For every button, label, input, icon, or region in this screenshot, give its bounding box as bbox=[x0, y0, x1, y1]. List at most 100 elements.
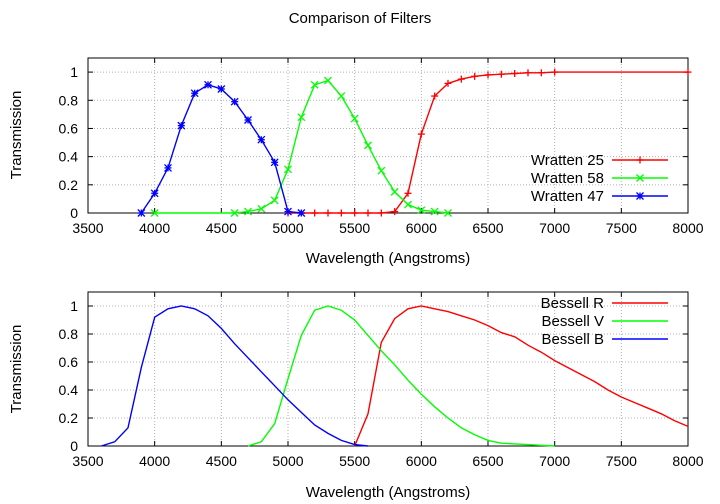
y-tick-label: 0.4 bbox=[59, 149, 79, 165]
data-point-wratten-47 bbox=[230, 97, 239, 106]
data-point-wratten-58 bbox=[390, 187, 399, 196]
data-point-wratten-25 bbox=[417, 130, 425, 138]
data-point-wratten-58 bbox=[324, 76, 332, 85]
x-tick-label: 4500 bbox=[206, 220, 237, 236]
plot-bottom: 3500 4000 4500 5000 5500 6000 6500 7000 7500 8000… bbox=[8, 291, 704, 501]
data-point-wratten-58 bbox=[350, 114, 359, 123]
x-tick-label: 7500 bbox=[606, 220, 637, 236]
data-point-wratten-58 bbox=[270, 196, 279, 205]
data-point-wratten-58 bbox=[364, 141, 372, 150]
y-tick-label: 1 bbox=[70, 298, 78, 314]
data-point-wratten-58 bbox=[297, 113, 306, 122]
x-tick-label: 4500 bbox=[206, 453, 237, 469]
data-point-wratten-25 bbox=[377, 209, 385, 217]
plot-top-ticks: 3500 4000 4500 5000 5500 6000 6500 7000 7500 8000… bbox=[59, 58, 704, 236]
legend-label-wratten-25: Wratten 25 bbox=[531, 152, 604, 169]
y-tick-label: 0.2 bbox=[59, 177, 79, 193]
plot-top-grid bbox=[88, 58, 688, 213]
plot-top-xlabel: Wavelength (Angstroms) bbox=[306, 250, 471, 267]
x-tick-label: 5000 bbox=[272, 220, 303, 236]
data-point-wratten-25 bbox=[484, 71, 492, 79]
y-tick-label: 0 bbox=[70, 205, 78, 221]
plot-top-series bbox=[137, 68, 692, 217]
data-point-wratten-25 bbox=[471, 72, 479, 80]
y-tick-label: 0.6 bbox=[59, 120, 79, 136]
x-tick-label: 5500 bbox=[339, 453, 370, 469]
x-tick-label: 7500 bbox=[606, 453, 637, 469]
x-tick-label: 6500 bbox=[472, 220, 503, 236]
plot-bottom-series bbox=[101, 305, 689, 447]
data-point-wratten-25 bbox=[511, 70, 519, 77]
plot-bottom-ticks: 3500 4000 4500 5000 5500 6000 6500 7000 7500 8000… bbox=[59, 292, 704, 469]
data-point-wratten-25 bbox=[364, 209, 372, 217]
data-point-wratten-25 bbox=[404, 189, 412, 197]
data-point-wratten-47 bbox=[217, 85, 226, 93]
y-tick-label: 1 bbox=[70, 64, 78, 80]
data-point-wratten-25 bbox=[431, 92, 439, 100]
series-line-bessell-v bbox=[247, 305, 555, 447]
data-point-wratten-25 bbox=[391, 208, 399, 216]
data-point-wratten-47 bbox=[297, 209, 306, 217]
data-point-wratten-47 bbox=[164, 163, 172, 172]
data-point-wratten-25 bbox=[351, 209, 359, 217]
legend-marker-wratten-47 bbox=[636, 192, 644, 200]
data-point-wratten-47 bbox=[190, 89, 199, 98]
legend-label-bessell-b: Bessell B bbox=[541, 331, 604, 348]
data-point-wratten-47 bbox=[177, 121, 186, 130]
x-tick-label: 5000 bbox=[272, 453, 303, 469]
data-point-wratten-58 bbox=[404, 200, 412, 209]
x-tick-label: 7000 bbox=[539, 220, 570, 236]
legend-label-wratten-47: Wratten 47 bbox=[531, 188, 604, 205]
x-tick-label: 6000 bbox=[406, 453, 437, 469]
data-point-wratten-47 bbox=[244, 116, 252, 124]
data-point-wratten-25 bbox=[524, 69, 532, 77]
data-point-wratten-58 bbox=[150, 209, 159, 217]
data-point-wratten-58 bbox=[284, 165, 292, 174]
data-point-wratten-25 bbox=[311, 209, 319, 217]
y-tick-label: 0.6 bbox=[59, 354, 79, 370]
data-point-wratten-25 bbox=[497, 70, 505, 78]
data-point-wratten-47 bbox=[270, 158, 279, 167]
data-point-wratten-58 bbox=[337, 92, 346, 101]
legend-marker-wratten-58 bbox=[636, 174, 644, 182]
series-line-wratten-25 bbox=[288, 71, 688, 214]
x-tick-label: 5500 bbox=[339, 220, 370, 236]
data-point-wratten-47 bbox=[150, 189, 159, 198]
data-point-wratten-58 bbox=[377, 166, 386, 175]
plot-bottom-frame bbox=[87, 291, 689, 447]
plot-bottom-grid bbox=[88, 292, 688, 446]
data-point-wratten-25 bbox=[457, 75, 465, 83]
series-line-bessell-r bbox=[354, 305, 689, 447]
legend-label-bessell-r: Bessell R bbox=[541, 295, 605, 312]
series-line-bessell-b bbox=[101, 305, 369, 447]
x-tick-label: 4000 bbox=[139, 453, 170, 469]
data-point-wratten-47 bbox=[204, 80, 212, 89]
y-tick-label: 0.4 bbox=[59, 382, 79, 398]
data-point-wratten-25 bbox=[444, 79, 452, 87]
data-point-wratten-25 bbox=[324, 209, 332, 217]
plot-bottom-ylabel: Transmission bbox=[8, 325, 25, 414]
data-point-wratten-47 bbox=[257, 135, 266, 144]
x-tick-label: 8000 bbox=[672, 220, 703, 236]
plot-bottom-xlabel: Wavelength (Angstroms) bbox=[306, 484, 471, 501]
x-tick-label: 8000 bbox=[672, 453, 703, 469]
data-point-wratten-58 bbox=[257, 204, 266, 213]
series-line-wratten-58 bbox=[154, 79, 449, 214]
legend-label-wratten-58: Wratten 58 bbox=[531, 170, 604, 187]
y-tick-label: 0 bbox=[70, 438, 78, 454]
plot-top: 3500 4000 4500 5000 5500 6000 6500 7000 7500 8000… bbox=[8, 57, 704, 267]
data-point-wratten-58 bbox=[430, 207, 439, 216]
data-point-wratten-25 bbox=[537, 69, 545, 77]
x-tick-label: 3500 bbox=[72, 453, 103, 469]
y-tick-label: 0.8 bbox=[59, 326, 79, 342]
x-tick-label: 7000 bbox=[539, 453, 570, 469]
y-tick-label: 0.2 bbox=[59, 410, 79, 426]
data-point-wratten-58 bbox=[244, 207, 252, 216]
data-point-wratten-47 bbox=[284, 207, 292, 216]
y-tick-label: 0.8 bbox=[59, 92, 79, 108]
data-point-wratten-25 bbox=[337, 209, 345, 217]
figure-title: Comparison of Filters bbox=[289, 10, 432, 27]
data-point-wratten-25 bbox=[684, 68, 692, 76]
